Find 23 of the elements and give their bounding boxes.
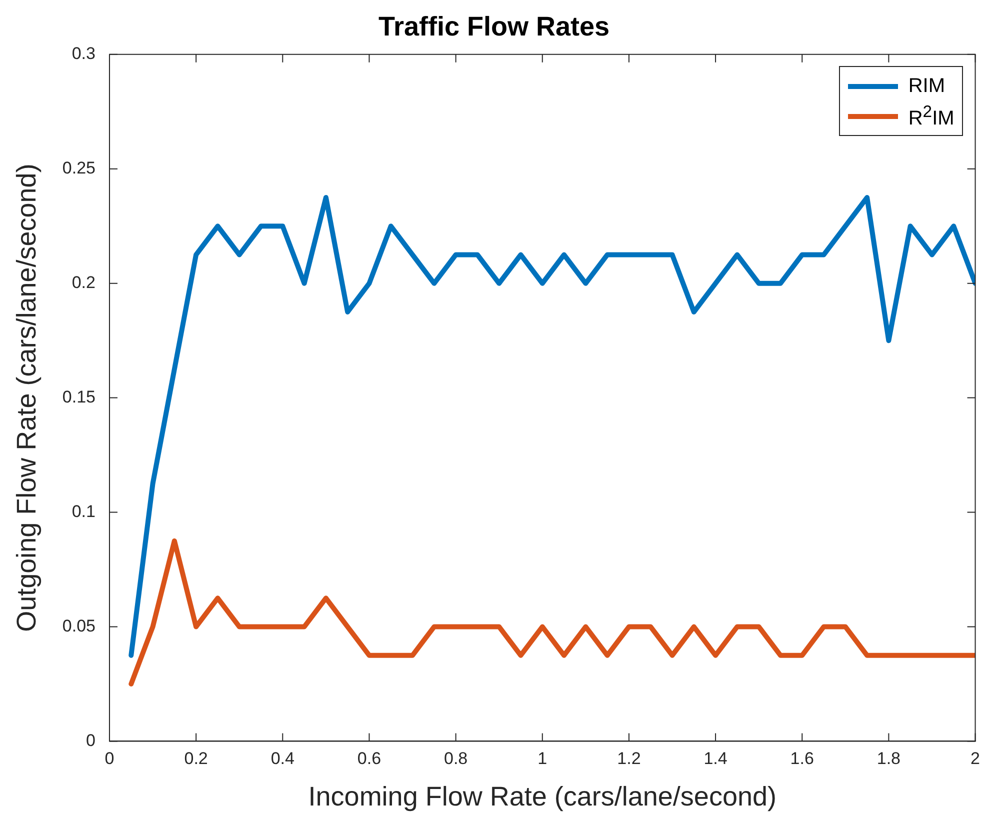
x-tick-label: 1.8 xyxy=(876,749,901,768)
legend-label: R$^{2}$IM xyxy=(908,102,954,131)
y-axis-title: Outgoing Flow Rate (cars/lane/second) xyxy=(12,164,42,632)
y-tick-label: 0.3 xyxy=(72,44,96,64)
x-tick-label: 1.6 xyxy=(790,749,814,768)
x-tick-label: 2 xyxy=(970,749,980,768)
x-tick-label: 0.6 xyxy=(357,749,382,768)
x-tick-label: 0.2 xyxy=(184,749,208,768)
x-tick-label: 0.8 xyxy=(444,749,468,768)
y-tick-label: 0.25 xyxy=(62,158,96,178)
y-tick-label: 0 xyxy=(86,730,96,750)
x-tick-label: 0.4 xyxy=(270,749,294,768)
x-tick-label: 0 xyxy=(104,749,114,768)
legend-label: RIM xyxy=(908,74,946,98)
x-tick-label: 1.2 xyxy=(617,749,641,768)
y-tick-label: 0.15 xyxy=(62,387,96,406)
x-axis-title: Incoming Flow Rate (cars/lane/second) xyxy=(308,781,776,812)
x-tick-label: 1.4 xyxy=(704,749,728,768)
chart-title: Traffic Flow Rates xyxy=(378,12,610,42)
y-tick-label: 0.2 xyxy=(72,273,96,292)
y-tick-label: 0.05 xyxy=(62,616,96,636)
x-tick-label: 1 xyxy=(538,749,548,768)
y-tick-label: 0.1 xyxy=(72,502,96,521)
